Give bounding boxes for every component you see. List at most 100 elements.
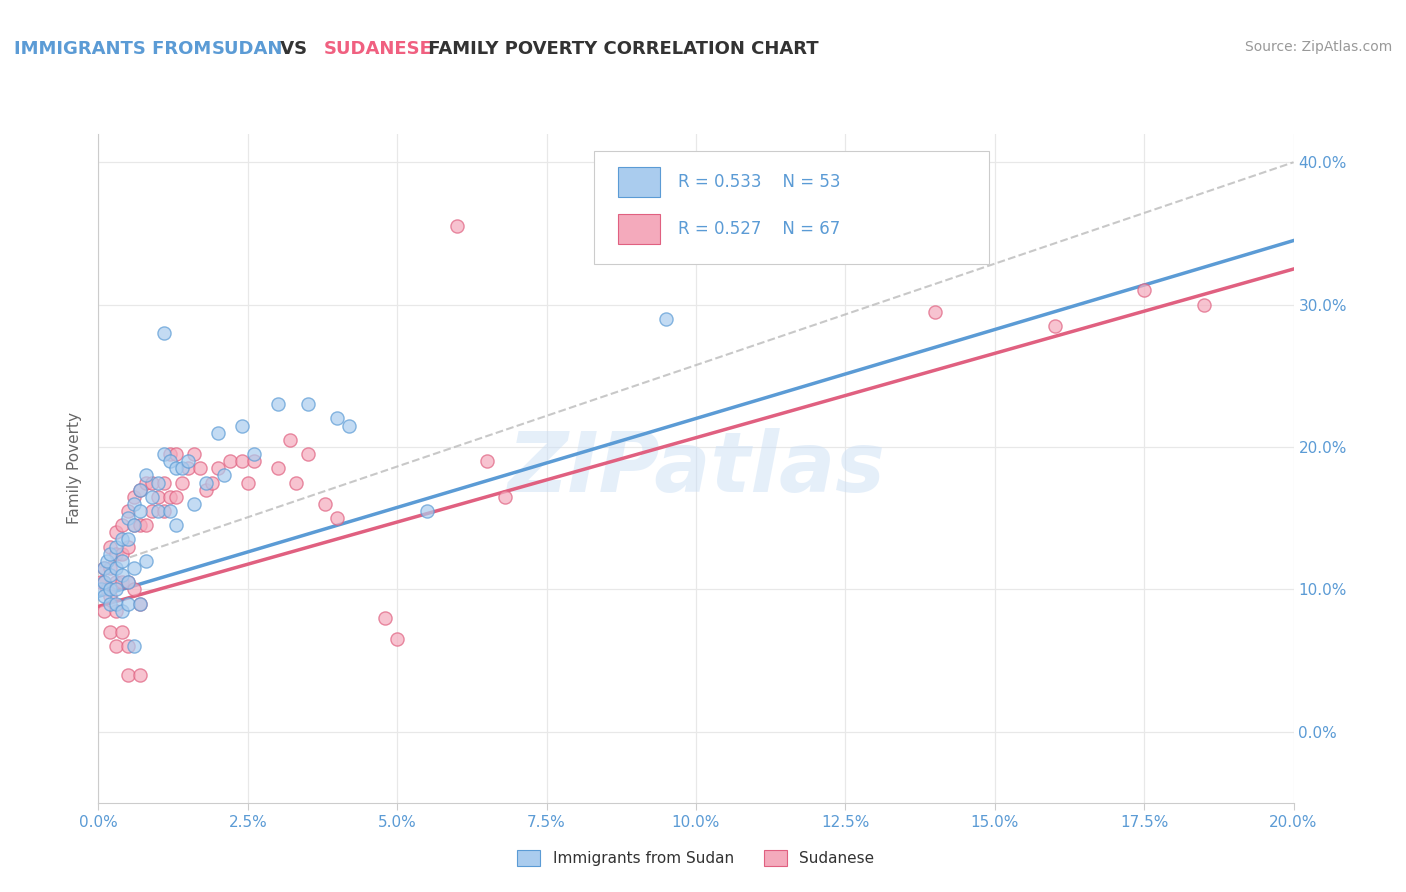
Point xyxy=(141,475,163,490)
Point xyxy=(183,447,205,461)
Point xyxy=(165,461,187,475)
Point xyxy=(159,447,181,461)
Point xyxy=(105,597,128,611)
Text: ZIPatlas: ZIPatlas xyxy=(508,428,884,508)
Point xyxy=(105,575,128,590)
Point xyxy=(111,554,134,568)
Bar xyxy=(619,214,661,244)
Point xyxy=(339,418,360,433)
Text: SUDANESE: SUDANESE xyxy=(323,40,432,58)
Point xyxy=(124,639,146,653)
Point xyxy=(188,461,211,475)
Point xyxy=(117,597,139,611)
Point xyxy=(111,533,134,547)
Point xyxy=(105,604,128,618)
Point xyxy=(117,575,139,590)
Point xyxy=(100,568,122,582)
Point xyxy=(117,533,139,547)
Point xyxy=(90,582,112,597)
Point xyxy=(117,504,139,518)
Point xyxy=(1043,318,1066,333)
Point xyxy=(100,540,122,554)
Point xyxy=(374,611,396,625)
Point xyxy=(385,632,409,646)
Point xyxy=(100,597,122,611)
Point xyxy=(278,433,301,447)
Point xyxy=(135,475,157,490)
Point xyxy=(267,397,290,411)
Point xyxy=(135,554,157,568)
Point xyxy=(124,497,146,511)
Point xyxy=(117,575,139,590)
Point xyxy=(219,454,242,468)
FancyBboxPatch shape xyxy=(595,151,988,264)
Text: FAMILY POVERTY CORRELATION CHART: FAMILY POVERTY CORRELATION CHART xyxy=(422,40,818,58)
Text: IMMIGRANTS FROM: IMMIGRANTS FROM xyxy=(14,40,218,58)
Point xyxy=(153,326,176,340)
Point xyxy=(172,475,194,490)
Text: Source: ZipAtlas.com: Source: ZipAtlas.com xyxy=(1244,40,1392,54)
Y-axis label: Family Poverty: Family Poverty xyxy=(67,412,83,524)
Point xyxy=(141,504,163,518)
Point xyxy=(129,483,152,497)
Point xyxy=(117,639,139,653)
Point xyxy=(111,625,134,640)
Point xyxy=(100,582,122,597)
Point xyxy=(100,625,122,640)
Point xyxy=(111,568,134,582)
Point xyxy=(111,604,134,618)
Point xyxy=(100,590,122,604)
Point xyxy=(93,590,115,604)
Point xyxy=(243,447,266,461)
Point xyxy=(1192,297,1215,311)
Point xyxy=(148,504,170,518)
Point xyxy=(159,490,181,504)
Point xyxy=(117,511,139,525)
Point xyxy=(93,561,115,575)
Point xyxy=(135,468,157,483)
Point xyxy=(207,461,229,475)
Point xyxy=(153,475,176,490)
Point xyxy=(124,582,146,597)
Point xyxy=(124,518,146,533)
Point xyxy=(172,461,194,475)
Point xyxy=(148,475,170,490)
Point xyxy=(124,561,146,575)
Point xyxy=(207,425,229,440)
Point xyxy=(284,475,307,490)
Point xyxy=(231,454,253,468)
Point xyxy=(1133,284,1156,298)
Point xyxy=(100,561,122,575)
Point xyxy=(326,411,349,425)
Point xyxy=(148,490,170,504)
Point xyxy=(129,483,152,497)
Point xyxy=(124,518,146,533)
Point xyxy=(183,497,205,511)
Point xyxy=(96,554,118,568)
Text: R = 0.533    N = 53: R = 0.533 N = 53 xyxy=(678,173,841,191)
Point xyxy=(117,540,139,554)
Point xyxy=(297,397,319,411)
Point xyxy=(177,454,200,468)
Point xyxy=(231,418,253,433)
Point xyxy=(129,597,152,611)
Point xyxy=(124,490,146,504)
Point xyxy=(93,561,115,575)
Point xyxy=(195,475,218,490)
Point xyxy=(105,525,128,540)
Point xyxy=(105,561,128,575)
Point xyxy=(105,639,128,653)
Point xyxy=(153,447,176,461)
Point xyxy=(212,468,235,483)
Point xyxy=(105,582,128,597)
Text: SUDAN: SUDAN xyxy=(212,40,284,58)
Point xyxy=(153,504,176,518)
Point xyxy=(655,311,678,326)
Point xyxy=(129,597,152,611)
Point xyxy=(141,490,163,504)
Point xyxy=(105,540,128,554)
Point xyxy=(297,447,319,461)
Point xyxy=(416,504,439,518)
Point xyxy=(165,518,187,533)
Point xyxy=(924,304,946,318)
